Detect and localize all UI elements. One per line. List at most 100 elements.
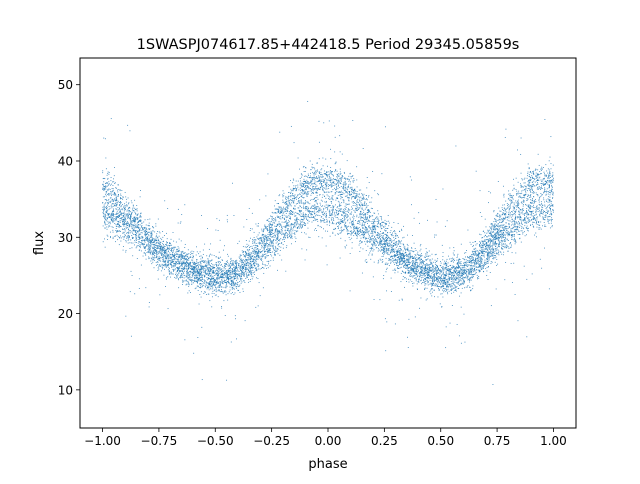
data-point [239, 275, 241, 277]
data-point [235, 262, 236, 264]
data-point [296, 221, 298, 223]
data-point [243, 273, 245, 275]
data-point [189, 263, 190, 265]
data-point [139, 224, 141, 226]
data-point [115, 228, 117, 229]
data-point [542, 178, 544, 180]
data-point [496, 264, 498, 266]
data-point [196, 280, 198, 282]
data-point [254, 254, 256, 255]
data-point [113, 220, 115, 222]
data-point [152, 240, 154, 242]
data-point [140, 221, 142, 223]
data-point [381, 216, 383, 218]
data-point [117, 230, 119, 232]
data-point [240, 258, 242, 260]
data-point [228, 263, 230, 265]
data-point [391, 246, 393, 248]
data-point [335, 211, 337, 213]
data-point [474, 241, 476, 243]
data-point [349, 194, 351, 196]
data-point [129, 225, 131, 227]
data-point [146, 244, 148, 246]
data-point [392, 258, 394, 260]
data-point [537, 182, 539, 184]
data-point [188, 263, 189, 265]
data-point [118, 205, 120, 207]
data-point [508, 197, 510, 199]
data-point [487, 256, 489, 258]
data-point [536, 208, 538, 209]
data-point [449, 273, 451, 275]
data-point [407, 245, 409, 247]
data-point [470, 290, 472, 292]
data-point [471, 256, 473, 258]
data-point [493, 237, 495, 239]
data-point [530, 219, 532, 221]
data-point [510, 228, 512, 230]
data-point [208, 286, 210, 288]
data-point [502, 245, 504, 247]
data-point [135, 235, 137, 237]
data-point [529, 207, 530, 209]
data-point [512, 218, 514, 220]
data-point [515, 226, 517, 228]
data-point [233, 266, 234, 268]
data-point [236, 277, 238, 279]
data-point [286, 209, 288, 211]
data-point [201, 266, 202, 268]
data-point [310, 208, 312, 210]
data-point [393, 230, 395, 232]
data-point [493, 225, 495, 227]
data-point [411, 247, 412, 249]
data-point [286, 224, 287, 226]
data-point [544, 173, 545, 175]
data-point [159, 232, 161, 234]
data-point [194, 265, 196, 267]
data-point [431, 277, 433, 279]
data-point [358, 231, 360, 233]
data-point [549, 196, 551, 198]
data-point [477, 257, 479, 259]
data-point [428, 270, 430, 272]
data-point [383, 253, 385, 255]
data-point [233, 270, 235, 271]
data-point [478, 253, 480, 255]
data-point [322, 217, 324, 219]
data-point [372, 229, 374, 231]
data-point [201, 215, 203, 216]
data-point [479, 190, 481, 192]
data-point [144, 234, 146, 236]
data-point [358, 196, 360, 198]
data-point [260, 257, 262, 259]
data-point [310, 212, 312, 214]
data-point [274, 229, 276, 231]
data-point [166, 277, 168, 279]
data-point [149, 240, 151, 241]
data-point [386, 240, 388, 242]
data-point [467, 269, 469, 271]
data-point [256, 269, 258, 271]
data-point [376, 241, 378, 243]
data-point [509, 208, 510, 210]
data-point [523, 209, 524, 211]
data-point [353, 196, 355, 198]
data-point [224, 245, 225, 247]
data-point [502, 224, 504, 226]
data-point [521, 212, 523, 214]
data-point [341, 213, 343, 215]
data-point [492, 253, 494, 255]
data-point [474, 270, 476, 272]
data-point [359, 211, 361, 213]
data-point [241, 278, 243, 280]
data-point [473, 252, 474, 254]
data-point [535, 192, 537, 194]
data-point [285, 220, 287, 222]
data-point [142, 244, 144, 246]
data-point [331, 179, 333, 181]
data-point [336, 214, 338, 216]
data-point [492, 252, 494, 254]
data-point [248, 259, 250, 261]
data-point [345, 183, 347, 185]
data-point [303, 180, 305, 182]
